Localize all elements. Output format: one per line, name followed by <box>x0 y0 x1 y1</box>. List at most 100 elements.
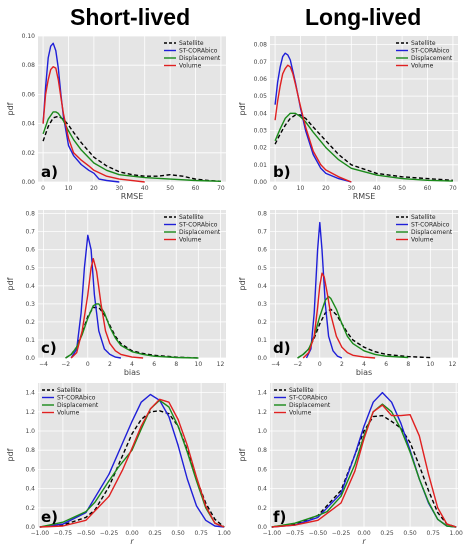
y-axis-label: pdf <box>6 448 15 461</box>
x-tick-label: −1.00 <box>31 530 50 537</box>
x-tick-label: 20 <box>90 185 98 192</box>
y-tick-label: 0.6 <box>257 247 267 254</box>
x-tick-label: 6 <box>384 361 388 368</box>
x-tick-label: −0.50 <box>309 530 328 537</box>
x-tick-label: 70 <box>449 185 457 192</box>
y-axis-label: pdf <box>238 277 247 290</box>
legend-entry: Displacement <box>179 55 221 62</box>
x-tick-label: 0 <box>273 185 277 192</box>
panel-label: a) <box>41 163 58 181</box>
x-tick-label: 0 <box>41 185 45 192</box>
series-line-st-corabico <box>39 393 225 528</box>
y-tick-label: 0.08 <box>254 42 268 49</box>
legend-entry: Displacement <box>411 229 453 236</box>
legend-entry: ST-CORAbico <box>179 48 218 55</box>
y-axis-label: pdf <box>6 277 15 290</box>
plot-background <box>38 36 226 182</box>
panel-label: b) <box>273 163 291 181</box>
y-tick-label: 1.4 <box>25 390 35 397</box>
series-line-displacement <box>271 403 457 528</box>
series-line-volume <box>271 404 457 528</box>
x-tick-label: −0.25 <box>332 530 351 537</box>
x-tick-label: 50 <box>398 185 406 192</box>
legend-entry: ST-CORAbico <box>289 395 328 402</box>
legend-entry: Satellite <box>179 214 204 221</box>
y-tick-label: 0.4 <box>25 283 35 290</box>
y-tick-label: 0.04 <box>22 121 36 128</box>
x-tick-label: 0.75 <box>426 530 440 537</box>
y-tick-label: 0.8 <box>25 211 35 218</box>
y-axis-label: pdf <box>6 102 15 115</box>
legend-entry: Displacement <box>57 402 99 409</box>
x-tick-label: 0.50 <box>171 530 185 537</box>
y-tick-label: 0.7 <box>257 229 267 236</box>
column-title-short-lived: Short-lived <box>70 4 191 30</box>
x-tick-label: 0 <box>86 361 90 368</box>
y-tick-label: 1.4 <box>257 390 267 397</box>
x-tick-label: −2 <box>61 361 70 368</box>
y-tick-label: 0.6 <box>257 466 267 473</box>
y-tick-label: 0.10 <box>22 33 36 40</box>
x-tick-label: 70 <box>217 185 225 192</box>
x-tick-label: 0 <box>318 361 322 368</box>
panel-label: e) <box>41 508 58 526</box>
x-tick-label: 40 <box>373 185 381 192</box>
x-tick-label: −2 <box>293 361 302 368</box>
y-tick-label: 0.8 <box>257 447 267 454</box>
series-line-volume <box>302 272 376 359</box>
y-axis-label: pdf <box>238 448 247 461</box>
x-tick-label: 1.00 <box>449 530 463 537</box>
x-tick-label: 10 <box>427 361 435 368</box>
x-tick-label: 0.25 <box>380 530 394 537</box>
legend-entry: Satellite <box>289 387 314 394</box>
x-tick-label: 10 <box>65 185 73 192</box>
legend-entry: Volume <box>57 410 80 417</box>
legend-entry: ST-CORAbico <box>411 222 450 229</box>
y-tick-label: 0.0 <box>257 524 267 531</box>
series-line-st-corabico <box>70 234 122 359</box>
y-tick-label: 0.6 <box>25 466 35 473</box>
y-tick-label: 0.5 <box>257 265 267 272</box>
legend-entry: Satellite <box>179 40 204 47</box>
series-line-volume <box>42 66 145 183</box>
x-tick-label: −0.75 <box>54 530 73 537</box>
x-tick-label: 2 <box>108 361 112 368</box>
y-tick-label: 0.02 <box>22 150 36 157</box>
y-tick-label: 0.1 <box>25 337 35 344</box>
panel-a: 0 10 20 30 40 50 60 70 0.00 0.02 0.04 0.06 0.08 0.10 R… <box>6 33 226 201</box>
x-tick-label: 0.00 <box>357 530 371 537</box>
y-tick-label: 0.0 <box>25 355 35 362</box>
panel-d: −4 −2 0 2 4 6 8 10 12 0.0 0.1 0.2 0.3 0.4 0.5 0.6 0.7 0.8… <box>238 210 458 377</box>
x-tick-label: −1.00 <box>263 530 282 537</box>
series-line-satellite <box>274 114 453 181</box>
x-axis-label: RMSE <box>353 192 376 201</box>
y-tick-label: 0.00 <box>254 179 268 186</box>
series-line-st-corabico <box>305 221 343 359</box>
series-line-satellite <box>39 410 225 528</box>
series-line-volume <box>70 258 144 359</box>
y-tick-label: 0.5 <box>25 265 35 272</box>
y-tick-label: 1.2 <box>257 409 267 416</box>
x-tick-label: −4 <box>39 361 48 368</box>
x-tick-label: −4 <box>271 361 280 368</box>
series-line-satellite <box>42 115 221 182</box>
x-tick-label: −0.25 <box>100 530 119 537</box>
x-tick-label: 1.00 <box>217 530 231 537</box>
y-tick-label: 0.4 <box>257 486 267 493</box>
legend-entry: ST-CORAbico <box>179 222 218 229</box>
panel-c: −4 −2 0 2 4 6 8 10 12 0.0 0.1 0.2 0.3 0.4 0.5 0.6 0.7 0.8… <box>6 210 226 377</box>
y-tick-label: 0.05 <box>254 93 268 100</box>
series-line-volume <box>39 398 225 528</box>
x-tick-label: 60 <box>192 185 200 192</box>
x-tick-label: 10 <box>195 361 203 368</box>
legend-entry: Volume <box>411 237 434 244</box>
y-tick-label: 0.07 <box>254 59 268 66</box>
x-tick-label: 12 <box>217 361 225 368</box>
legend-entry: Displacement <box>411 55 453 62</box>
x-tick-label: 4 <box>362 361 366 368</box>
y-tick-label: 0.02 <box>254 145 268 152</box>
y-tick-label: 0.8 <box>25 447 35 454</box>
panel-label: d) <box>273 339 291 357</box>
x-tick-label: 0.25 <box>148 530 162 537</box>
x-axis-label: r <box>362 537 366 546</box>
